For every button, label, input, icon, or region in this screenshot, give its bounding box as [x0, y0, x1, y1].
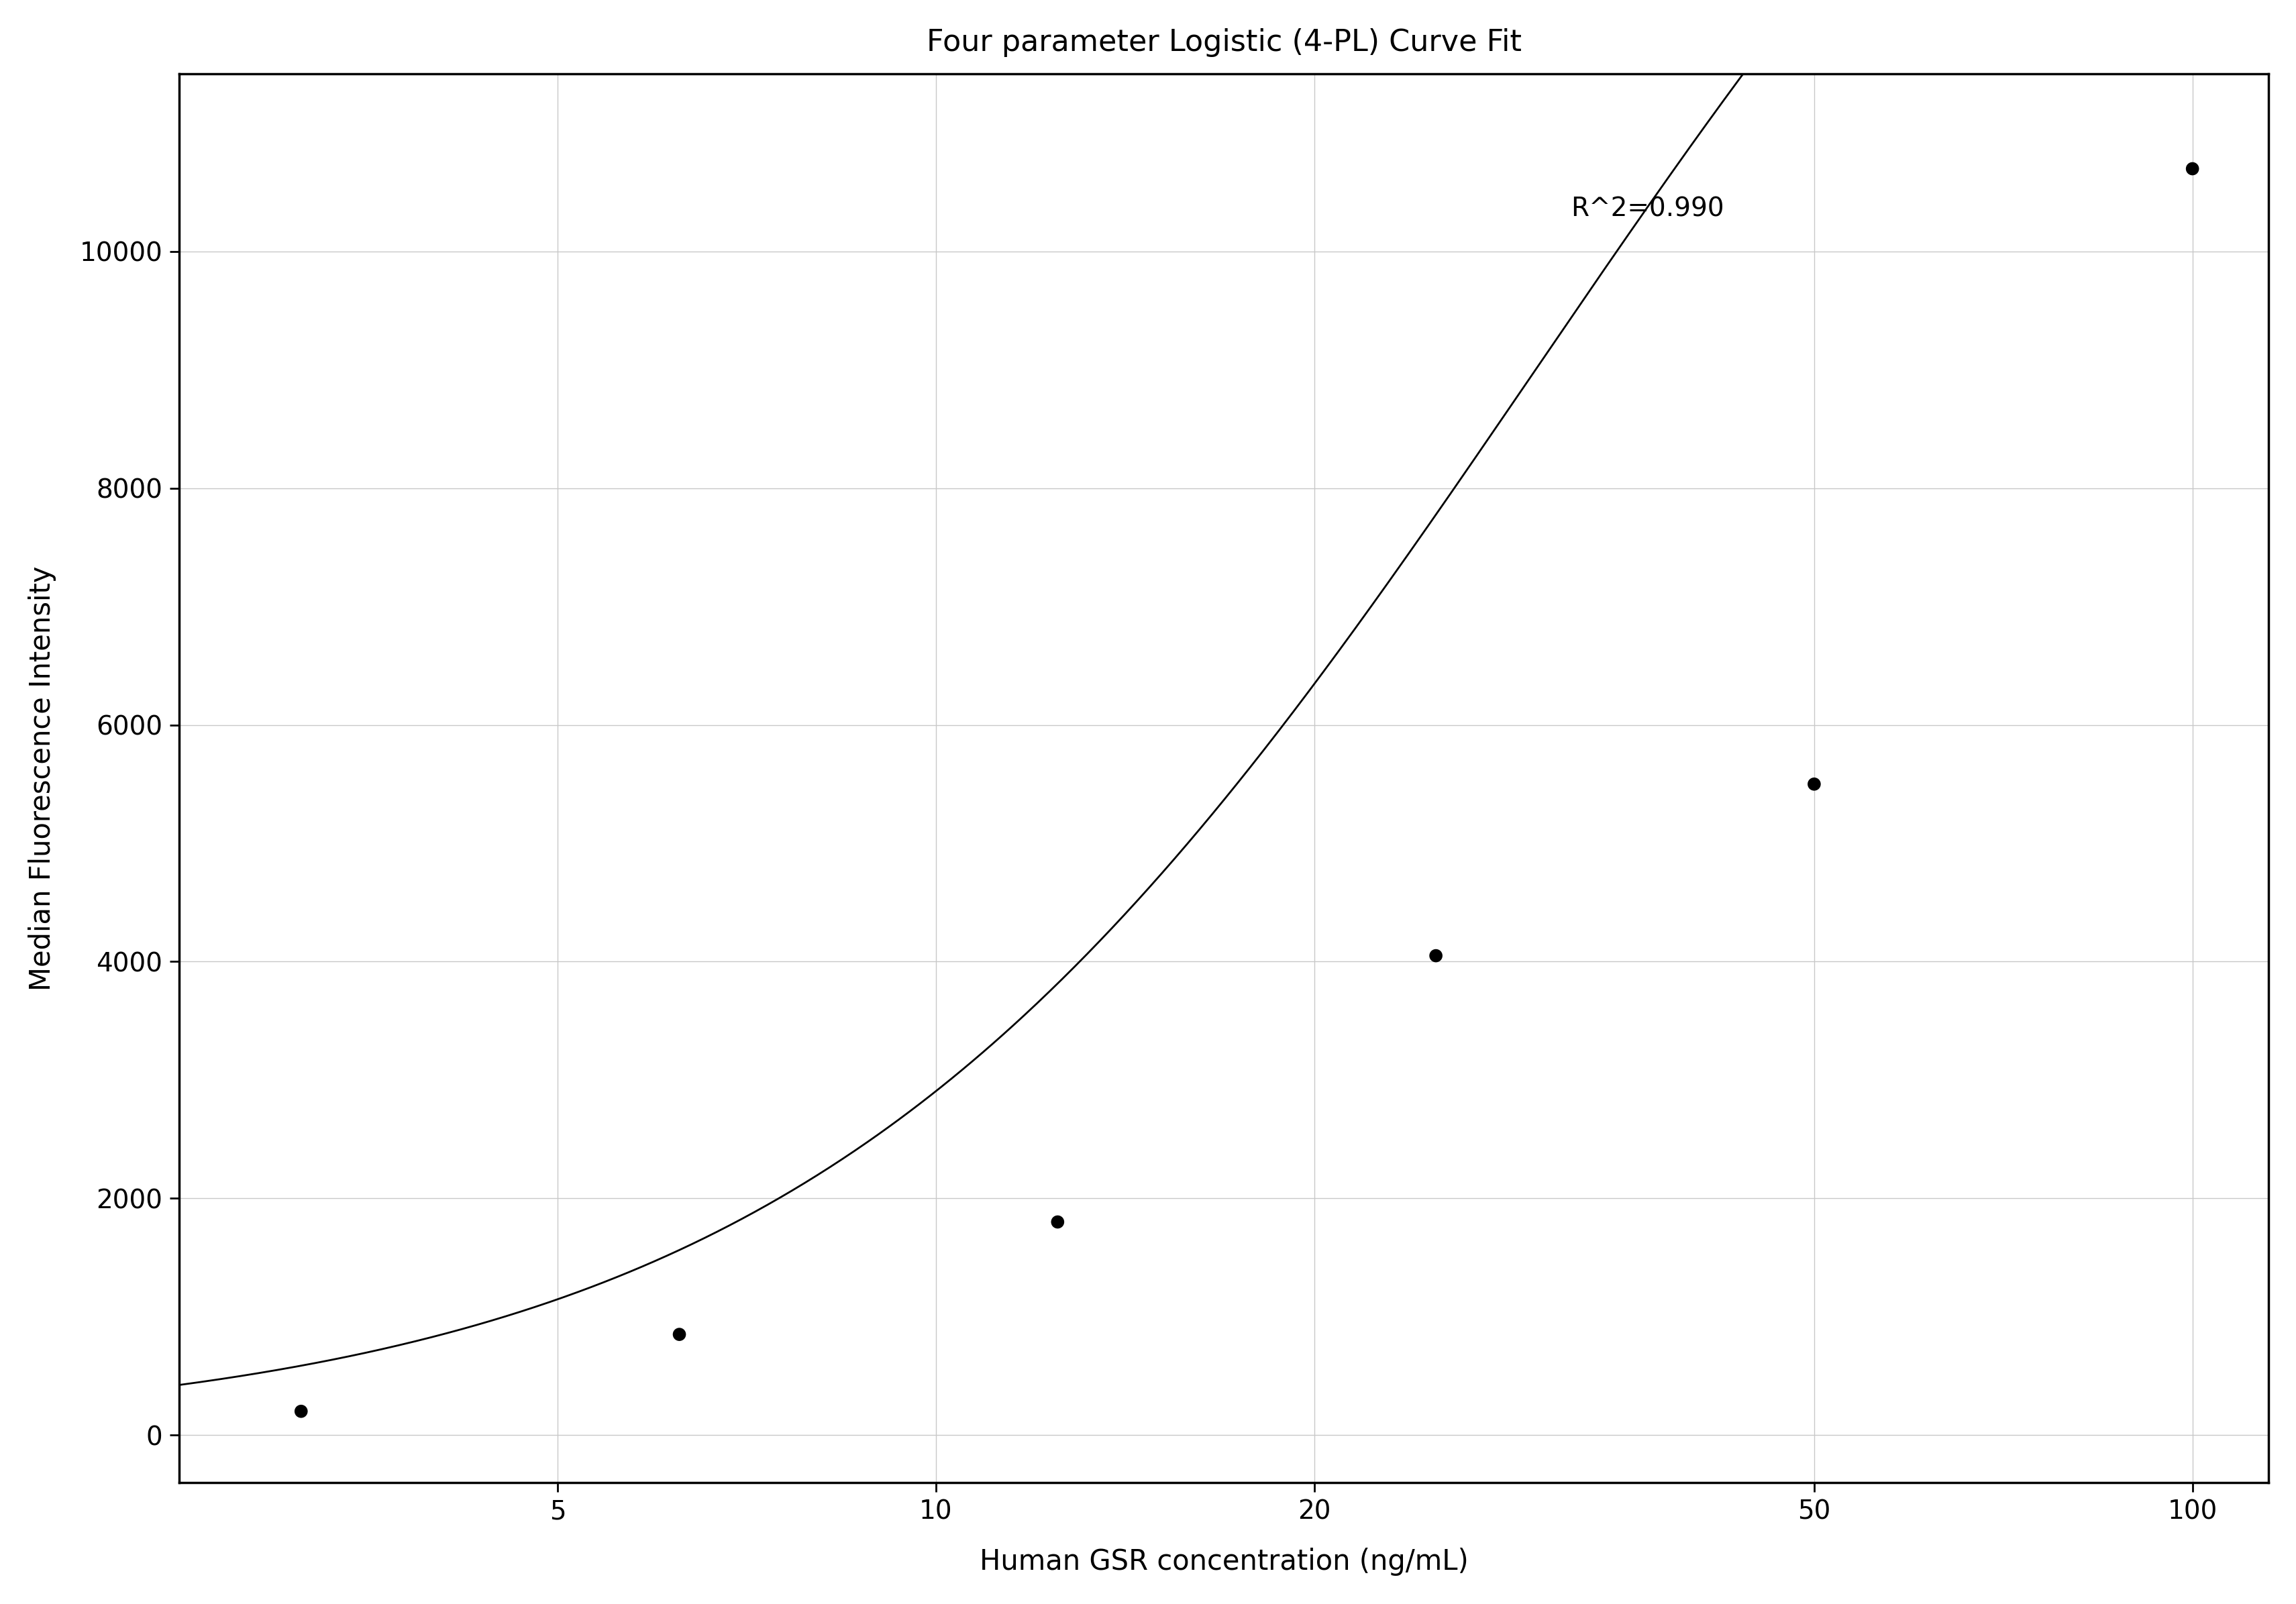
Point [282, 1399, 319, 1424]
X-axis label: Human GSR concentration (ng/mL): Human GSR concentration (ng/mL) [980, 1548, 1467, 1577]
Point [2174, 156, 2211, 181]
Point [1417, 943, 1453, 969]
Y-axis label: Median Fluorescence Intensity: Median Fluorescence Intensity [28, 566, 55, 991]
Point [661, 1322, 698, 1347]
Point [1040, 1209, 1077, 1235]
Text: R^2=0.990: R^2=0.990 [1570, 196, 1724, 221]
Title: Four parameter Logistic (4-PL) Curve Fit: Four parameter Logistic (4-PL) Curve Fit [925, 27, 1522, 56]
Point [1795, 772, 1832, 797]
